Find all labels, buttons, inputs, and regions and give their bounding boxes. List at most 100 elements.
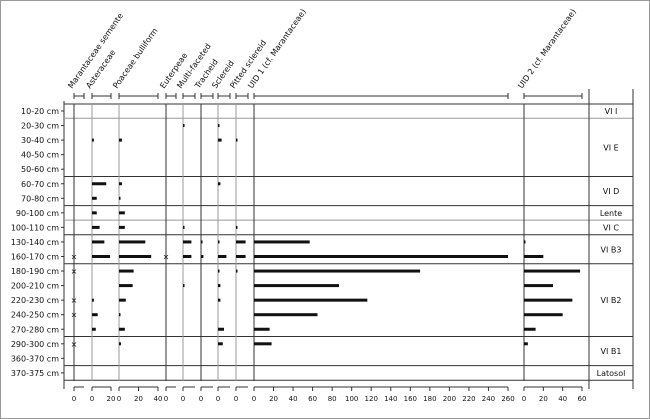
depth-label: 100-110 cm [11, 223, 59, 232]
bottom-tick-label: 20 [269, 395, 278, 403]
depth-label: 30-40 cm [21, 136, 59, 145]
presence-marker: × [163, 253, 170, 262]
bottom-tick-label: 0 [216, 395, 220, 403]
presence-marker: × [71, 253, 78, 262]
bar [92, 313, 98, 317]
bar [236, 138, 238, 142]
bar [254, 240, 310, 244]
bottom-tick-label: 260 [501, 395, 514, 403]
bar [236, 269, 238, 273]
bottom-tick-label: 20 [539, 395, 548, 403]
bar [524, 240, 526, 244]
bar [218, 240, 220, 244]
bar [218, 124, 220, 128]
bar [92, 196, 97, 200]
zone-label: VI E [603, 143, 618, 152]
bottom-tick-label: 40 [558, 395, 567, 403]
bar [524, 255, 544, 258]
bar [183, 284, 185, 288]
bar [119, 182, 122, 186]
depth-label: 290-300 cm [11, 340, 59, 349]
bar [92, 211, 97, 215]
bar [254, 298, 368, 302]
depth-label: 130-140 cm [11, 238, 59, 247]
bottom-tick-label: 160 [404, 395, 417, 403]
depth-label: 90-100 cm [16, 209, 59, 218]
zone-label: VI B2 [601, 296, 622, 305]
depth-label: 70-80 cm [21, 194, 59, 203]
depth-label: 220-230 cm [11, 296, 59, 305]
bar [218, 182, 221, 186]
bar [254, 327, 270, 331]
presence-marker: × [71, 340, 78, 349]
bar [218, 298, 221, 302]
zone-label: VI B3 [601, 245, 622, 254]
bar [119, 269, 134, 273]
column-title: Poaceae bulliform [111, 26, 159, 90]
bottom-tick-label: 140 [384, 395, 397, 403]
bar [218, 255, 227, 258]
bottom-tick-label: 200 [443, 395, 456, 403]
bar [92, 327, 96, 331]
bar [92, 138, 94, 142]
zone-label: VI I [605, 107, 618, 116]
depth-label: 370-375 cm [11, 369, 59, 378]
bar [524, 342, 528, 346]
depth-label: 200-210 cm [11, 282, 59, 291]
bar [119, 211, 125, 215]
bottom-tick-label: 180 [423, 395, 436, 403]
bar [92, 225, 100, 229]
bar [119, 284, 133, 288]
bottom-tick-label: 0 [90, 395, 94, 403]
depth-label: 50-60 cm [21, 165, 59, 174]
bar [119, 298, 126, 302]
bar [119, 225, 125, 229]
bar [92, 182, 107, 186]
bar [218, 138, 222, 142]
depth-label: 10-20 cm [21, 107, 59, 116]
depth-label: 160-170 cm [11, 253, 59, 262]
depth-label: 180-190 cm [11, 267, 59, 276]
bar [218, 327, 224, 331]
depth-label: 270-280 cm [11, 325, 59, 334]
depth-label: 20-30 cm [21, 122, 59, 131]
bar [254, 255, 508, 258]
bottom-tick-label: 20 [107, 395, 116, 403]
bar [524, 313, 563, 317]
bottom-tick-label: 0 [181, 395, 185, 403]
bar [236, 255, 246, 258]
depth-label: 360-370 cm [11, 354, 59, 363]
zone-label: VI D [603, 187, 620, 196]
bottom-tick-label: 0 [522, 395, 526, 403]
bottom-tick-label: 240 [482, 395, 495, 403]
depth-label: 240-250 cm [11, 311, 59, 320]
bottom-tick-label: 40 [289, 395, 298, 403]
bar [524, 269, 581, 273]
bottom-tick-label: 220 [462, 395, 475, 403]
bottom-tick-label: 120 [365, 395, 378, 403]
zone-label: Latosol [597, 369, 626, 378]
bar [524, 327, 536, 331]
bar [183, 255, 192, 258]
bar [218, 269, 220, 273]
bottom-tick-label: 0 [234, 395, 238, 403]
bar [524, 298, 573, 302]
depth-label: 40-50 cm [21, 151, 59, 160]
presence-marker: × [71, 296, 78, 305]
bar [119, 342, 121, 346]
bar [254, 269, 421, 273]
bar [119, 255, 152, 258]
bar [201, 240, 203, 244]
bottom-tick-label: 100 [345, 395, 358, 403]
bottom-tick-label: 60 [308, 395, 317, 403]
presence-marker: × [71, 311, 78, 320]
bar [254, 313, 318, 317]
bottom-tick-label: 80 [328, 395, 337, 403]
bar [92, 240, 105, 244]
bar [119, 313, 121, 317]
bar [218, 342, 223, 346]
bar [183, 225, 185, 229]
bottom-tick-label: 40 [154, 395, 163, 403]
